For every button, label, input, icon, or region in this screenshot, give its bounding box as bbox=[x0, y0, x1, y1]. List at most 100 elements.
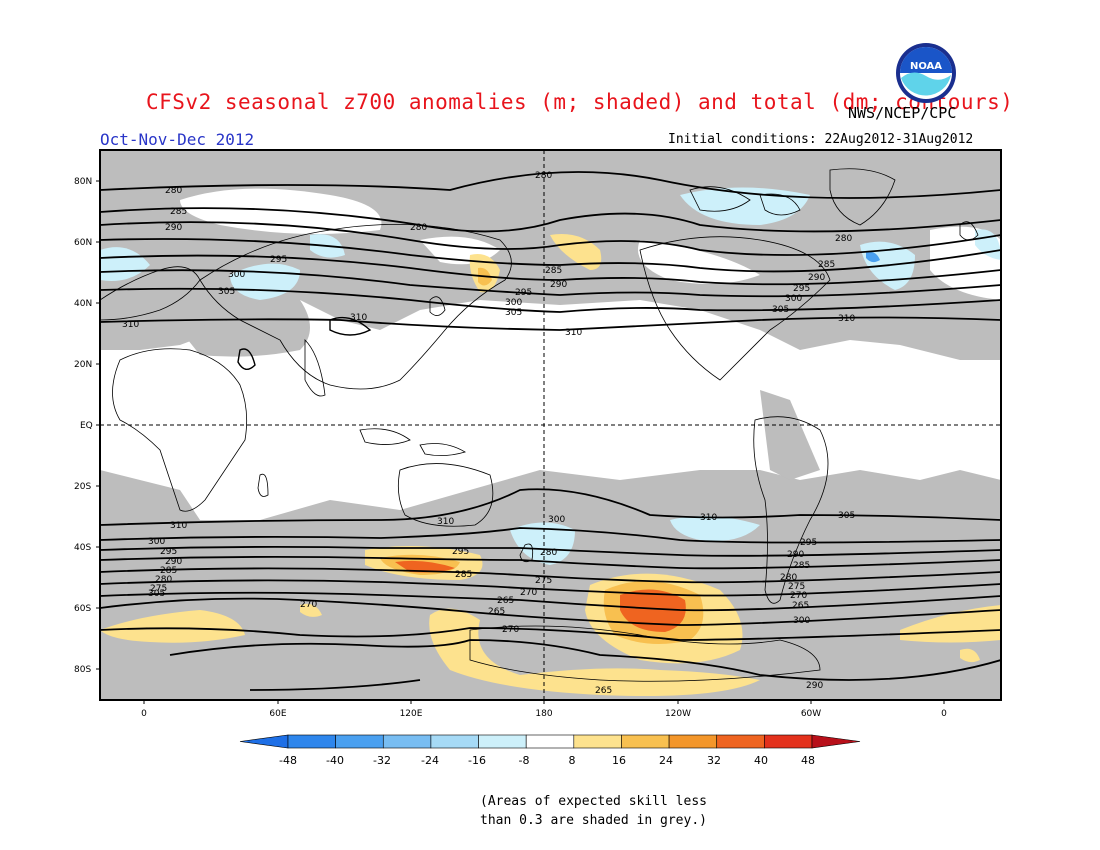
contour-label: 270 bbox=[790, 591, 807, 601]
contour-label: 290 bbox=[165, 223, 182, 233]
contour-label: 290 bbox=[806, 681, 823, 691]
contour-label: 295 bbox=[452, 547, 469, 557]
contour-label: 295 bbox=[270, 255, 287, 265]
colorbar-tick-label: 16 bbox=[612, 754, 626, 767]
contour-label: 290 bbox=[808, 273, 825, 283]
contour-label: 285 bbox=[455, 570, 472, 580]
colorbar-swatch bbox=[716, 734, 765, 749]
lat-label: EQ bbox=[80, 421, 93, 431]
contour-label: 280 bbox=[535, 171, 552, 181]
contour-label: 285 bbox=[170, 207, 187, 217]
contour-label: 285 bbox=[545, 266, 562, 276]
colorbar-tick-label: -40 bbox=[326, 754, 344, 767]
contour-label: 310 bbox=[838, 314, 855, 324]
contour-label: 300 bbox=[793, 616, 810, 626]
colorbar-swatch bbox=[621, 734, 670, 749]
colorbar-swatch bbox=[811, 734, 861, 749]
lon-label: 180 bbox=[535, 709, 552, 719]
skill-footnote: (Areas of expected skill less than 0.3 a… bbox=[480, 792, 707, 830]
contour-label: 305 bbox=[838, 511, 855, 521]
contour-label: 285 bbox=[793, 561, 810, 571]
contour-label: 300 bbox=[148, 537, 165, 547]
colorbar-tick-label: -16 bbox=[468, 754, 486, 767]
contour-label: 280 bbox=[155, 575, 172, 585]
contour-label: 300 bbox=[228, 270, 245, 280]
colorbar-swatch bbox=[382, 734, 432, 749]
contour-label: 280 bbox=[835, 234, 852, 244]
contour-label: 290 bbox=[550, 280, 567, 290]
lat-label: 80S bbox=[74, 665, 91, 675]
lat-label: 20S bbox=[74, 482, 91, 492]
colorbar-tick-label: -8 bbox=[519, 754, 530, 767]
lon-label: 0 bbox=[941, 709, 947, 719]
lat-label: 60N bbox=[74, 238, 92, 248]
lon-label: 60W bbox=[801, 709, 821, 719]
colorbar-tick-label: -48 bbox=[279, 754, 297, 767]
contour-label: 270 bbox=[300, 600, 317, 610]
contour-label: 310 bbox=[350, 313, 367, 323]
lat-label: 40S bbox=[74, 543, 91, 553]
noaa-logo-text: NOAA bbox=[910, 61, 942, 72]
contour-label: 310 bbox=[122, 320, 139, 330]
contour-label: 285 bbox=[818, 260, 835, 270]
contour-label: 280 bbox=[540, 548, 557, 558]
contour-label: 265 bbox=[488, 607, 505, 617]
contour-label: 280 bbox=[165, 186, 182, 196]
height-contours bbox=[100, 171, 1001, 691]
contour-label: 270 bbox=[502, 625, 519, 635]
longitude-labels: 0 60E 120E 180 120W 60W 0 bbox=[141, 709, 947, 719]
colorbar-swatch bbox=[764, 734, 813, 749]
contour-label: 300 bbox=[505, 298, 522, 308]
noaa-logo: NOAA bbox=[896, 43, 956, 103]
lat-label: 80N bbox=[74, 177, 92, 187]
contour-label: 280 bbox=[780, 573, 797, 583]
contour-label: 310 bbox=[170, 521, 187, 531]
colorbar-tick-label: 32 bbox=[707, 754, 721, 767]
colorbar-tick-label: 40 bbox=[754, 754, 768, 767]
colorbar-tick-label: 48 bbox=[801, 754, 815, 767]
colorbar-tick-label: 8 bbox=[569, 754, 576, 767]
contour-label: 305 bbox=[772, 305, 789, 315]
colorbar-tick-label: 24 bbox=[659, 754, 673, 767]
contour-label: 310 bbox=[700, 513, 717, 523]
colorbar-swatch bbox=[430, 734, 479, 749]
colorbar-ticks: -48 -40 -32 -24 -16 -8 8 16 24 32 40 48 bbox=[279, 754, 815, 767]
lon-label: 120E bbox=[400, 709, 423, 719]
lat-label: 40N bbox=[74, 299, 92, 309]
initial-conditions-label: Initial conditions: 22Aug2012-31Aug2012 bbox=[668, 132, 974, 147]
contour-label: 310 bbox=[437, 517, 454, 527]
contour-label: 300 bbox=[785, 294, 802, 304]
contour-label: 280 bbox=[410, 223, 427, 233]
contour-label: 305 bbox=[148, 589, 165, 599]
contour-label: 295 bbox=[515, 288, 532, 298]
contour-label: 295 bbox=[160, 547, 177, 557]
colorbar-swatch bbox=[335, 734, 384, 749]
contour-label: 305 bbox=[505, 308, 522, 318]
contour-label: 265 bbox=[595, 686, 612, 696]
contour-label: 295 bbox=[793, 284, 810, 294]
footnote-line-1: (Areas of expected skill less bbox=[480, 794, 707, 809]
contour-label: 295 bbox=[800, 538, 817, 548]
lat-label: 20N bbox=[74, 360, 92, 370]
contour-label: 300 bbox=[548, 515, 565, 525]
contour-label: 290 bbox=[787, 550, 804, 560]
contour-label: 275 bbox=[150, 584, 167, 594]
colorbar-swatch bbox=[287, 734, 336, 749]
contour-label: 265 bbox=[792, 601, 809, 611]
land-outlines bbox=[100, 168, 979, 682]
contour-label: 310 bbox=[565, 328, 582, 338]
lon-label: 0 bbox=[141, 709, 147, 719]
lat-label: 60S bbox=[74, 604, 91, 614]
contour-label: 275 bbox=[788, 582, 805, 592]
contour-labels: 280 280 280 280 285 290 295 300 305 310 … bbox=[122, 171, 855, 696]
colorbar-swatch bbox=[573, 734, 622, 749]
contour-label: 305 bbox=[218, 287, 235, 297]
contour-label: 275 bbox=[535, 576, 552, 586]
contour-label: 290 bbox=[165, 557, 182, 567]
skill-mask-south bbox=[100, 470, 1001, 700]
contour-label: 285 bbox=[160, 566, 177, 576]
colorbar-swatch bbox=[478, 734, 527, 749]
lon-label: 120W bbox=[665, 709, 691, 719]
